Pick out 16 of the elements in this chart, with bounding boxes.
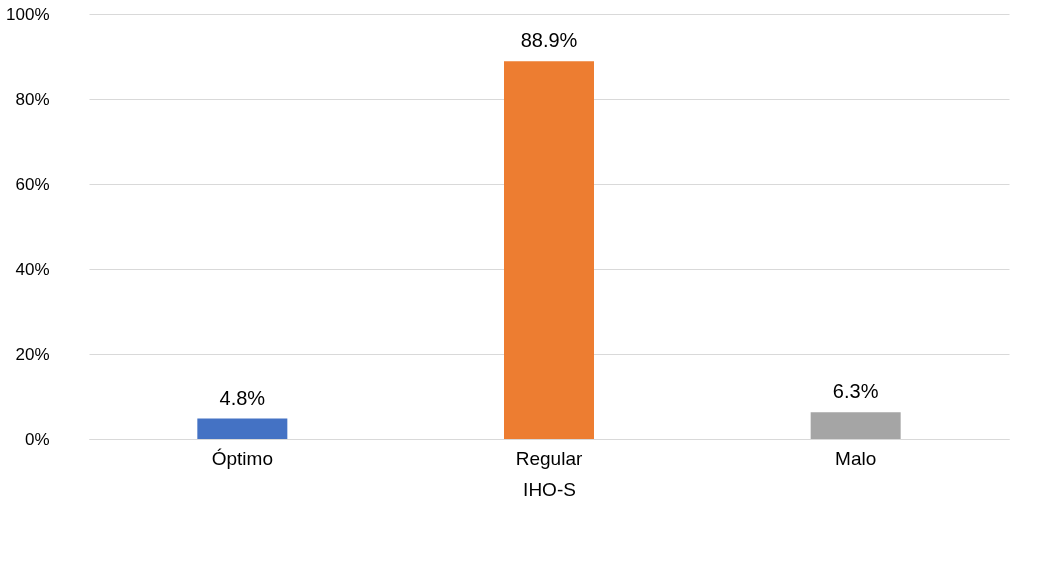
bar xyxy=(504,61,594,439)
x-tick-label: Óptimo xyxy=(211,447,273,469)
data-label: 88.9% xyxy=(520,29,578,52)
y-tick-label: 40% xyxy=(15,259,50,279)
x-axis-title: IHO-S xyxy=(523,478,576,500)
bar xyxy=(810,412,901,439)
y-tick-label: 0% xyxy=(24,429,50,449)
y-tick-label: 80% xyxy=(15,89,50,109)
y-tick-label: 100% xyxy=(6,4,50,24)
bar xyxy=(197,418,288,439)
data-label: 6.3% xyxy=(832,380,879,403)
y-tick-label: 20% xyxy=(15,344,50,364)
x-tick-label: Malo xyxy=(835,447,877,469)
data-label: 4.8% xyxy=(219,386,266,409)
y-tick-label: 60% xyxy=(15,174,50,194)
x-tick-label: Regular xyxy=(515,447,583,469)
